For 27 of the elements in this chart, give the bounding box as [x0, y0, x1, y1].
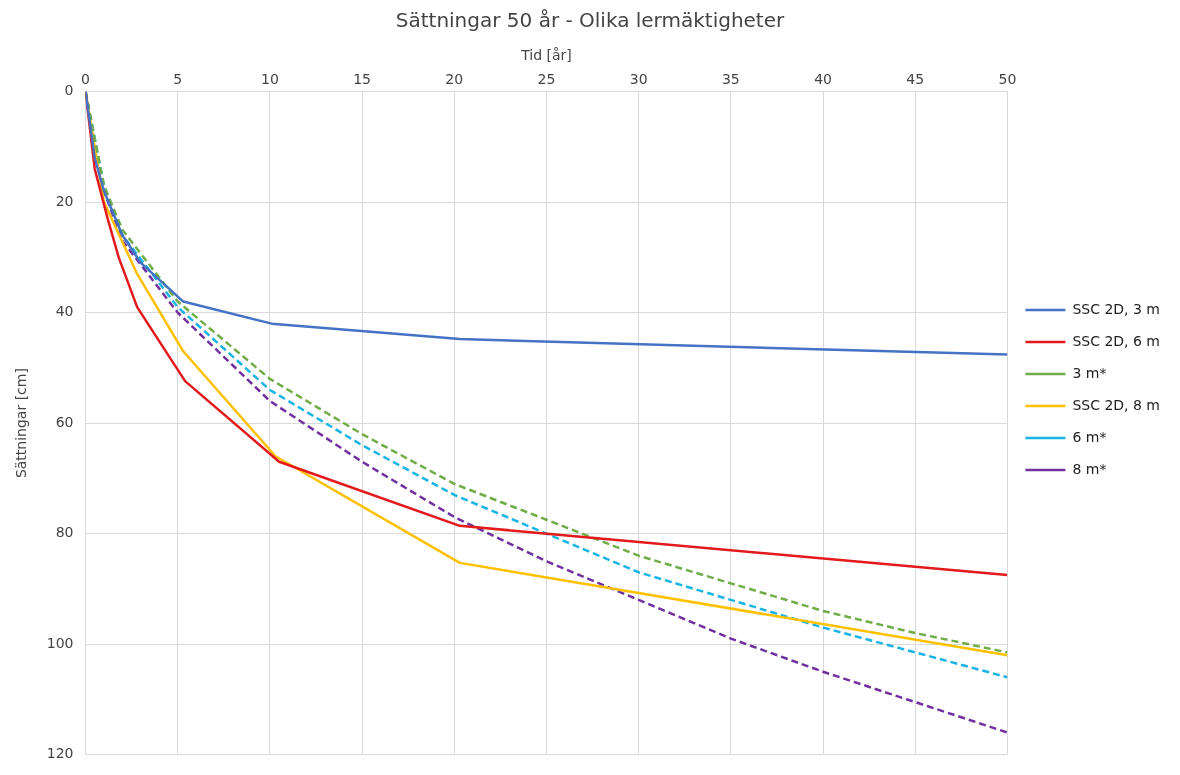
legend-label: 3 m*	[1072, 364, 1107, 381]
y-tick-label: 0	[64, 82, 74, 99]
x-tick-label: 25	[537, 70, 556, 87]
legend-label: SSC 2D, 6 m	[1072, 332, 1161, 349]
x-tick-label: 5	[173, 70, 183, 87]
x-axis-title: Tid [år]	[520, 47, 572, 64]
x-tick-label: 35	[721, 70, 740, 87]
legend-label: SSC 2D, 8 m	[1072, 396, 1161, 413]
x-tick-label: 45	[906, 70, 925, 87]
legend-label: 6 m*	[1072, 428, 1107, 445]
x-tick-label: 50	[998, 70, 1017, 87]
x-tick-label: 15	[353, 70, 371, 87]
y-tick-label: 80	[55, 524, 74, 541]
x-tick-label: 30	[629, 70, 648, 87]
x-tick-label: 40	[814, 70, 832, 87]
y-tick-label: 60	[55, 413, 74, 430]
x-tick-label: 0	[81, 70, 90, 87]
chart-title: Sättningar 50 år - Olika lermäktigheter	[395, 8, 786, 33]
y-axis-title: Sättningar [cm]	[13, 368, 30, 479]
y-tick-label: 20	[55, 192, 74, 209]
y-tick-label: 40	[55, 303, 74, 320]
legend-label: 8 m*	[1072, 460, 1107, 477]
x-tick-label: 20	[445, 70, 464, 87]
y-tick-label: 120	[46, 745, 74, 762]
x-tick-label: 10	[260, 70, 279, 87]
y-tick-label: 100	[46, 634, 74, 651]
legend-label: SSC 2D, 3 m	[1072, 300, 1161, 317]
